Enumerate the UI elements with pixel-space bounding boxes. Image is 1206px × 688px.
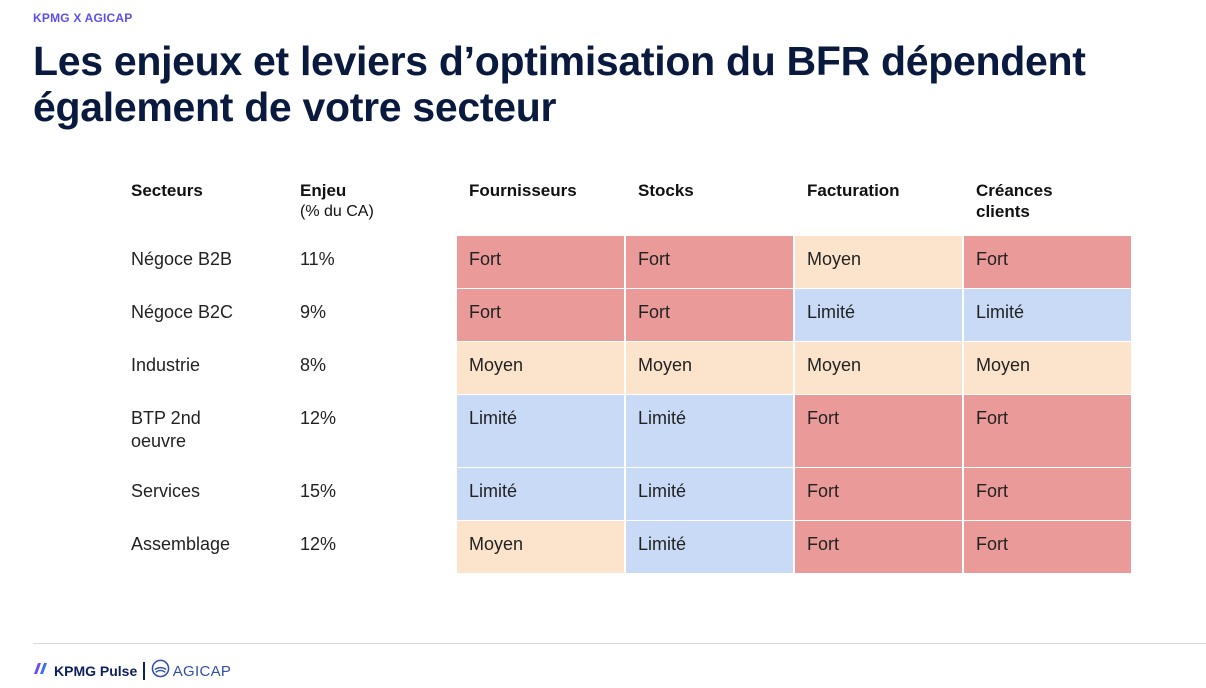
level-cell: Moyen [964,342,1131,394]
level-cell: Moyen [626,342,793,394]
enjeu-value: 15% [300,481,337,501]
level-cell: Moyen [457,521,624,573]
level-cell: Fort [795,521,962,573]
level-cell: Fort [795,395,962,467]
kpmg-pulse-logo-icon [33,662,50,680]
sector-label: Assemblage [131,534,231,554]
level-cell: Fort [964,521,1131,573]
sector-label: Négoce B2B [131,249,233,269]
level-cell: Fort [795,468,962,520]
level-cell: Limité [964,289,1131,341]
table-row: Industrie 8% Moyen Moyen Moyen Moyen [0,342,1206,394]
footer-brand-agicap: AGICAP [172,662,232,680]
header-fournisseurs: Fournisseurs [469,180,634,201]
level-cell: Limité [626,395,793,467]
level-cell: Moyen [457,342,624,394]
header-stocks: Stocks [638,180,803,201]
header-label: Fournisseurs [469,181,577,200]
header-label: Facturation [807,181,900,200]
table-row: BTP 2nd oeuvre 12% Limité Limité Fort Fort [0,395,1206,467]
table-header: Secteurs Enjeu (% du CA) Fournisseurs St… [0,180,1206,230]
level-cell: Limité [626,521,793,573]
header-enjeu: Enjeu (% du CA) [300,180,465,222]
sector-label: Industrie [131,355,201,375]
footer-divider [33,643,1206,644]
level-cell: Fort [457,236,624,288]
enjeu-value: 9% [300,302,327,322]
level-cell: Fort [626,236,793,288]
header-facturation: Facturation [807,180,972,201]
level-cell: Fort [964,468,1131,520]
sector-label: BTP 2nd oeuvre [131,408,201,451]
level-cell: Fort [626,289,793,341]
sector-label: Négoce B2C [131,302,234,322]
level-cell: Fort [964,236,1131,288]
enjeu-value: 11% [300,249,335,269]
header-sublabel: (% du CA) [300,203,374,220]
table-row: Négoce B2B 11% Fort Fort Moyen Fort [0,236,1206,288]
level-cell: Moyen [795,342,962,394]
agicap-logo-icon [151,659,170,683]
footer-brand-kpmg: KPMG Pulse [54,663,138,679]
level-cell: Moyen [795,236,962,288]
footer: KPMG Pulse AGICAP [33,659,231,683]
level-cell: Fort [964,395,1131,467]
sector-label: Services [131,481,201,501]
header-label: Stocks [638,181,694,200]
table-row: Services 15% Limité Limité Fort Fort [0,468,1206,520]
level-cell: Limité [795,289,962,341]
header-secteurs: Secteurs [131,180,296,201]
header-label: Enjeu [300,181,347,200]
level-cell: Limité [457,395,624,467]
enjeu-value: 8% [300,355,327,375]
enjeu-value: 12% [300,534,337,554]
table-row: Assemblage 12% Moyen Limité Fort Fort [0,521,1206,573]
level-cell: Limité [457,468,624,520]
page-title: Les enjeux et leviers d’optimisation du … [33,38,1086,130]
eyebrow: KPMG X AGICAP [33,11,133,25]
header-label: Secteurs [131,181,203,200]
enjeu-value: 12% [300,408,337,428]
footer-separator [143,662,145,680]
level-cell: Fort [457,289,624,341]
table-row: Négoce B2C 9% Fort Fort Limité Limité [0,289,1206,341]
header-label: Créances clients [976,181,1053,221]
header-creances-clients: Créances clients [976,180,1096,222]
level-cell: Limité [626,468,793,520]
